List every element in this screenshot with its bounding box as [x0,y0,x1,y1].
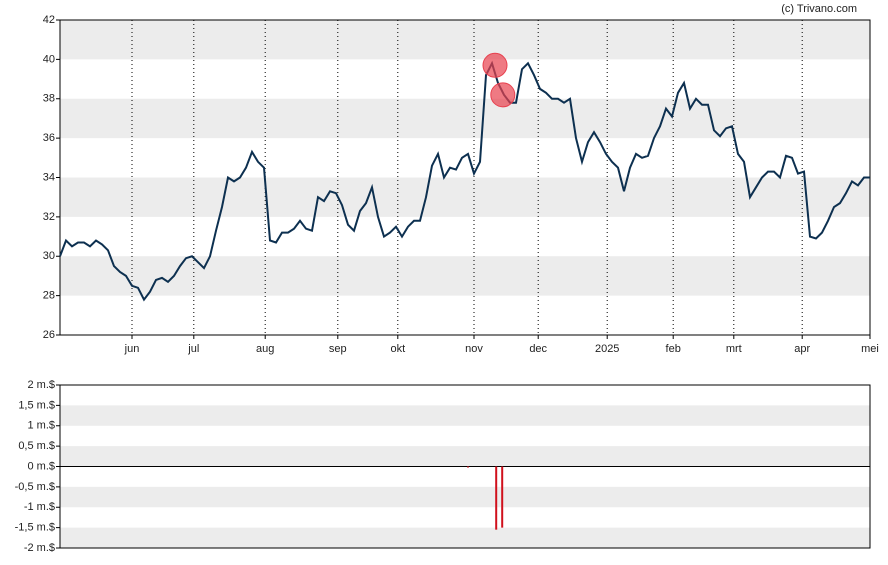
y-tick-label: 26 [43,329,55,341]
bar [501,466,504,528]
x-tick-label: apr [794,343,810,355]
y-tick-label: 30 [43,250,55,262]
y-tick-label: 38 [43,93,55,105]
credit: (c) Trivano.com [781,3,857,15]
y-tick-label: 40 [43,53,55,65]
trade-marker [482,52,508,78]
y-tick-label: -1 m.$ [24,501,55,513]
band [60,177,870,217]
x-tick-label: sep [329,343,347,355]
y-tick-label: 1 m.$ [27,420,55,432]
y-tick-label: -0,5 m.$ [15,481,55,493]
x-tick-label: mei [861,343,879,355]
band [60,486,870,508]
band [60,98,870,139]
y-tick-label: -2 m.$ [24,542,55,554]
bar [467,466,469,468]
x-tick-label: nov [465,343,483,355]
y-tick-label: 42 [43,14,55,26]
trade-marker [490,82,516,108]
y-tick-label: 0,5 m.$ [18,440,55,452]
y-tick-label: 2 m.$ [27,379,55,391]
x-tick-label: 2025 [595,343,619,355]
band [60,405,870,426]
x-tick-label: jun [124,343,140,355]
bar [495,466,498,530]
y-tick-label: 36 [43,132,55,144]
x-tick-label: dec [529,343,547,355]
y-tick-label: 34 [43,171,55,183]
y-tick-label: 28 [43,290,55,302]
y-tick-label: -1,5 m.$ [15,522,55,534]
x-tick-label: jul [187,343,199,355]
band [60,256,870,296]
band [60,20,870,60]
x-tick-label: aug [256,343,274,355]
y-tick-label: 0 m.$ [27,460,55,472]
x-tick-label: okt [390,343,405,355]
band [60,527,870,548]
x-tick-label: mrt [726,343,742,355]
price-line [59,60,870,302]
y-tick-label: 32 [43,211,55,223]
y-tick-label: 1,5 m.$ [18,399,55,411]
band [60,446,870,467]
x-tick-label: feb [666,343,681,355]
